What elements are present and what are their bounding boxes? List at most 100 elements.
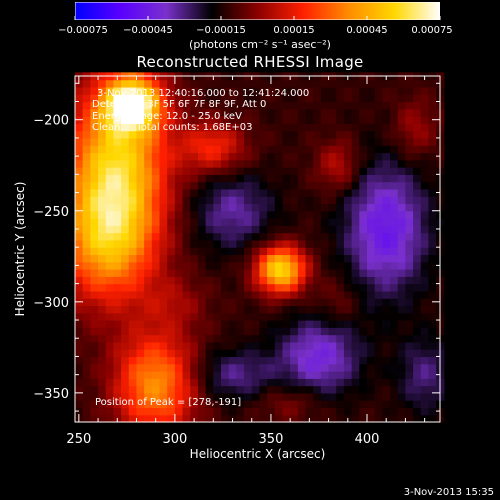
heatmap-cell [151,123,161,132]
heatmap-cell [343,298,353,307]
heatmap-cell [259,378,268,387]
heatmap-cell [259,349,268,358]
heatmap-cell [228,334,237,343]
heatmap-cell [213,407,222,416]
heatmap-cell [282,239,291,248]
heatmap-cell [336,298,345,307]
heatmap-cell [259,130,268,139]
heatmap-cell [90,101,99,110]
heatmap-cell [320,167,330,175]
heatmap-cell [121,203,130,212]
heatmap-cell [98,356,107,365]
heatmap-cell [82,145,91,154]
heatmap-cell [82,108,91,117]
heatmap-cell [405,407,414,416]
heatmap-cell [305,130,314,139]
heatmap-cell [236,400,245,409]
heatmap-cell [259,86,268,95]
heatmap-cell [420,123,430,132]
heatmap-cell [374,320,383,328]
heatmap-cell [274,86,284,95]
heatmap-cell [297,269,307,277]
heatmap-cell [151,363,161,372]
heatmap-cell [144,341,153,350]
heatmap-cell [259,196,268,205]
heatmap-cell [290,298,299,307]
heatmap-cell [428,203,437,212]
heatmap-cell [75,371,84,379]
heatmap-cell [397,269,407,277]
heatmap-cell [182,363,191,372]
x-tick-label: 350 [259,432,284,447]
heatmap-cell [144,298,153,307]
heatmap-cell [336,196,345,205]
heatmap-cell [305,94,314,103]
heatmap-cell [244,349,253,358]
heatmap-cell [105,327,115,336]
heatmap-cell [236,116,245,124]
heatmap-cell [98,181,107,190]
heatmap-cell [121,327,130,336]
heatmap-cell [221,254,230,263]
heatmap-cell [397,283,407,292]
heatmap-cell [167,254,176,263]
heatmap-cell [128,116,138,124]
heatmap-cell [136,167,145,175]
heatmap-cell [205,196,214,205]
heatmap-cell [397,378,407,387]
heatmap-cell [259,101,268,110]
heatmap-cell [75,94,84,103]
heatmap-cell [244,130,253,139]
heatmap-cell [413,334,422,343]
heatmap-cell [190,181,199,190]
heatmap-cell [159,247,168,256]
heatmap-cell [251,130,261,139]
heatmap-cell [420,341,430,350]
heatmap-cell [290,123,299,132]
heatmap-cell [213,101,222,110]
heatmap-cell [151,145,161,154]
heatmap-cell [159,159,168,168]
heatmap-cell [313,400,322,409]
heatmap-cell [174,167,184,175]
heatmap-cell [413,363,422,372]
heatmap-cell [174,327,184,336]
heatmap-cell [328,261,337,270]
heatmap-cell [320,261,330,270]
heatmap-cell [98,94,107,103]
heatmap-cell [159,203,168,212]
heatmap-cell [251,305,261,314]
heatmap-cell [136,210,145,219]
heatmap-cell [190,123,199,132]
heatmap-cell [382,181,391,190]
heatmap-cell [313,349,322,358]
heatmap-cell [159,152,168,161]
heatmap-cell [351,261,360,270]
heatmap-cell [251,385,261,394]
heatmap-cell [159,86,168,95]
heatmap-cell [336,378,345,387]
heatmap-cell [382,232,391,241]
heatmap-cell [182,196,191,205]
heatmap-cell [82,305,91,314]
heatmap-cell [320,378,330,387]
heatmap-cell [213,320,222,328]
heatmap-cell [267,196,276,205]
heatmap-cell [397,101,407,110]
heatmap-cell [105,276,115,285]
heatmap-cell [320,269,330,277]
heatmap-cell [282,312,291,321]
x-tick-label: 300 [162,432,187,447]
heatmap-cell [305,400,314,409]
heatmap-cell [105,203,115,212]
heatmap-cell [221,86,230,95]
heatmap-cell [82,312,91,321]
heatmap-cell [98,371,107,379]
heatmap-cell [105,385,115,394]
heatmap-cell [113,334,122,343]
heatmap-cell [336,371,345,379]
heatmap-cell [297,239,307,248]
heatmap-cell [259,327,268,336]
heatmap-cell [113,181,122,190]
heatmap-cell [182,341,191,350]
